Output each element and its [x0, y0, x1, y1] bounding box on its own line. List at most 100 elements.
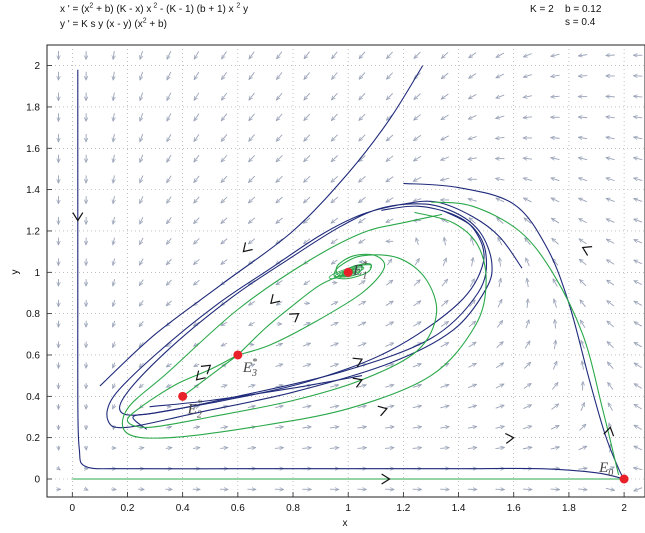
- field-arrow: [634, 219, 643, 223]
- y-tick-label: 1.8: [26, 102, 40, 113]
- field-arrow: [248, 196, 256, 203]
- field-arrow: [440, 342, 449, 348]
- y-tick-label: 1.4: [26, 185, 40, 196]
- x-axis-title: x: [343, 518, 348, 529]
- field-arrow: [332, 72, 338, 79]
- field-arrow: [495, 426, 505, 428]
- field-arrow: [249, 134, 255, 142]
- field-arrow: [166, 50, 172, 59]
- field-arrow: [113, 92, 114, 101]
- field-arrow: [357, 321, 366, 327]
- trajectory-green: [237, 271, 349, 356]
- field-arrow: [331, 134, 338, 141]
- field-arrow: [276, 196, 283, 203]
- field-arrow: [331, 155, 338, 162]
- field-arrow: [304, 92, 311, 100]
- field-arrow: [440, 406, 449, 408]
- field-arrow: [412, 364, 421, 368]
- field-arrow: [496, 52, 505, 57]
- field-arrow: [57, 467, 60, 470]
- field-arrow: [302, 406, 312, 408]
- field-arrow: [194, 92, 200, 101]
- field-arrow: [304, 72, 310, 79]
- field-arrow: [387, 51, 393, 59]
- field-arrow: [357, 448, 367, 449]
- field-arrow: [386, 197, 394, 203]
- field-arrow: [303, 323, 310, 326]
- field-arrow: [194, 259, 200, 264]
- field-arrow: [275, 385, 283, 387]
- field-arrow: [329, 448, 339, 449]
- equilibrium-point: [343, 267, 353, 277]
- y-axis-title: y: [10, 270, 21, 275]
- field-arrow: [579, 239, 587, 245]
- field-arrow: [194, 196, 200, 203]
- field-arrow: [385, 301, 393, 306]
- field-arrow: [113, 299, 115, 306]
- field-arrow: [495, 137, 505, 138]
- field-arrow: [275, 364, 283, 366]
- field-arrow: [138, 448, 144, 449]
- field-arrow: [275, 406, 283, 408]
- field-arrow: [386, 218, 394, 223]
- field-arrow: [276, 113, 283, 121]
- field-arrow: [139, 300, 144, 306]
- field-arrow: [385, 322, 394, 327]
- x-tick-label: 1.2: [396, 503, 410, 514]
- field-arrow: [579, 259, 587, 266]
- field-arrow: [140, 71, 143, 80]
- field-arrow: [497, 218, 504, 224]
- field-arrow: [329, 385, 339, 387]
- field-arrow: [413, 199, 422, 202]
- field-arrow: [467, 447, 477, 448]
- y-tick-label: 1.2: [26, 226, 40, 237]
- field-arrow: [386, 134, 394, 141]
- x-tick-label: 1.6: [507, 503, 521, 514]
- field-arrow: [496, 320, 503, 328]
- field-arrow: [140, 154, 144, 163]
- field-arrow: [385, 364, 393, 368]
- field-arrow: [467, 426, 477, 428]
- field-arrow: [634, 425, 643, 430]
- field-arrow: [166, 258, 172, 265]
- field-arrow: [581, 340, 585, 349]
- field-arrow: [304, 113, 311, 121]
- trajectory-blue: [149, 375, 363, 408]
- field-arrow: [387, 259, 391, 266]
- field-arrow: [441, 51, 449, 58]
- field-arrow: [554, 299, 557, 308]
- field-arrow: [527, 299, 528, 308]
- field-arrow: [499, 257, 500, 267]
- field-arrow: [113, 113, 114, 121]
- field-arrow: [386, 155, 394, 162]
- field-arrow: [413, 280, 420, 286]
- field-arrow: [608, 403, 613, 411]
- field-arrow: [555, 319, 556, 329]
- field-arrow: [304, 51, 310, 59]
- field-arrow: [221, 154, 228, 162]
- x-tick-label: 0.6: [231, 503, 245, 514]
- field-arrow: [606, 198, 615, 202]
- param-b: b = 0.12: [565, 4, 602, 15]
- x-tick-label: 0.2: [121, 503, 135, 514]
- field-arrow: [551, 218, 560, 224]
- field-arrow: [606, 260, 615, 265]
- field-arrow: [302, 448, 311, 449]
- field-arrow: [633, 117, 643, 118]
- equilibrium-label: E0: [598, 460, 613, 479]
- field-arrow: [606, 158, 615, 160]
- trajectory-green: [121, 211, 487, 439]
- field-arrow: [331, 113, 338, 121]
- flow-arrow-blue: [352, 357, 364, 368]
- field-arrow: [329, 427, 339, 428]
- field-arrow: [139, 321, 144, 326]
- field-arrow: [167, 113, 172, 121]
- field-arrow: [194, 217, 200, 224]
- field-arrow: [140, 92, 143, 101]
- field-arrow: [496, 197, 505, 203]
- field-arrow: [139, 237, 144, 245]
- trajectory-blue: [106, 200, 523, 429]
- field-arrow: [113, 154, 114, 163]
- field-arrow: [606, 218, 615, 223]
